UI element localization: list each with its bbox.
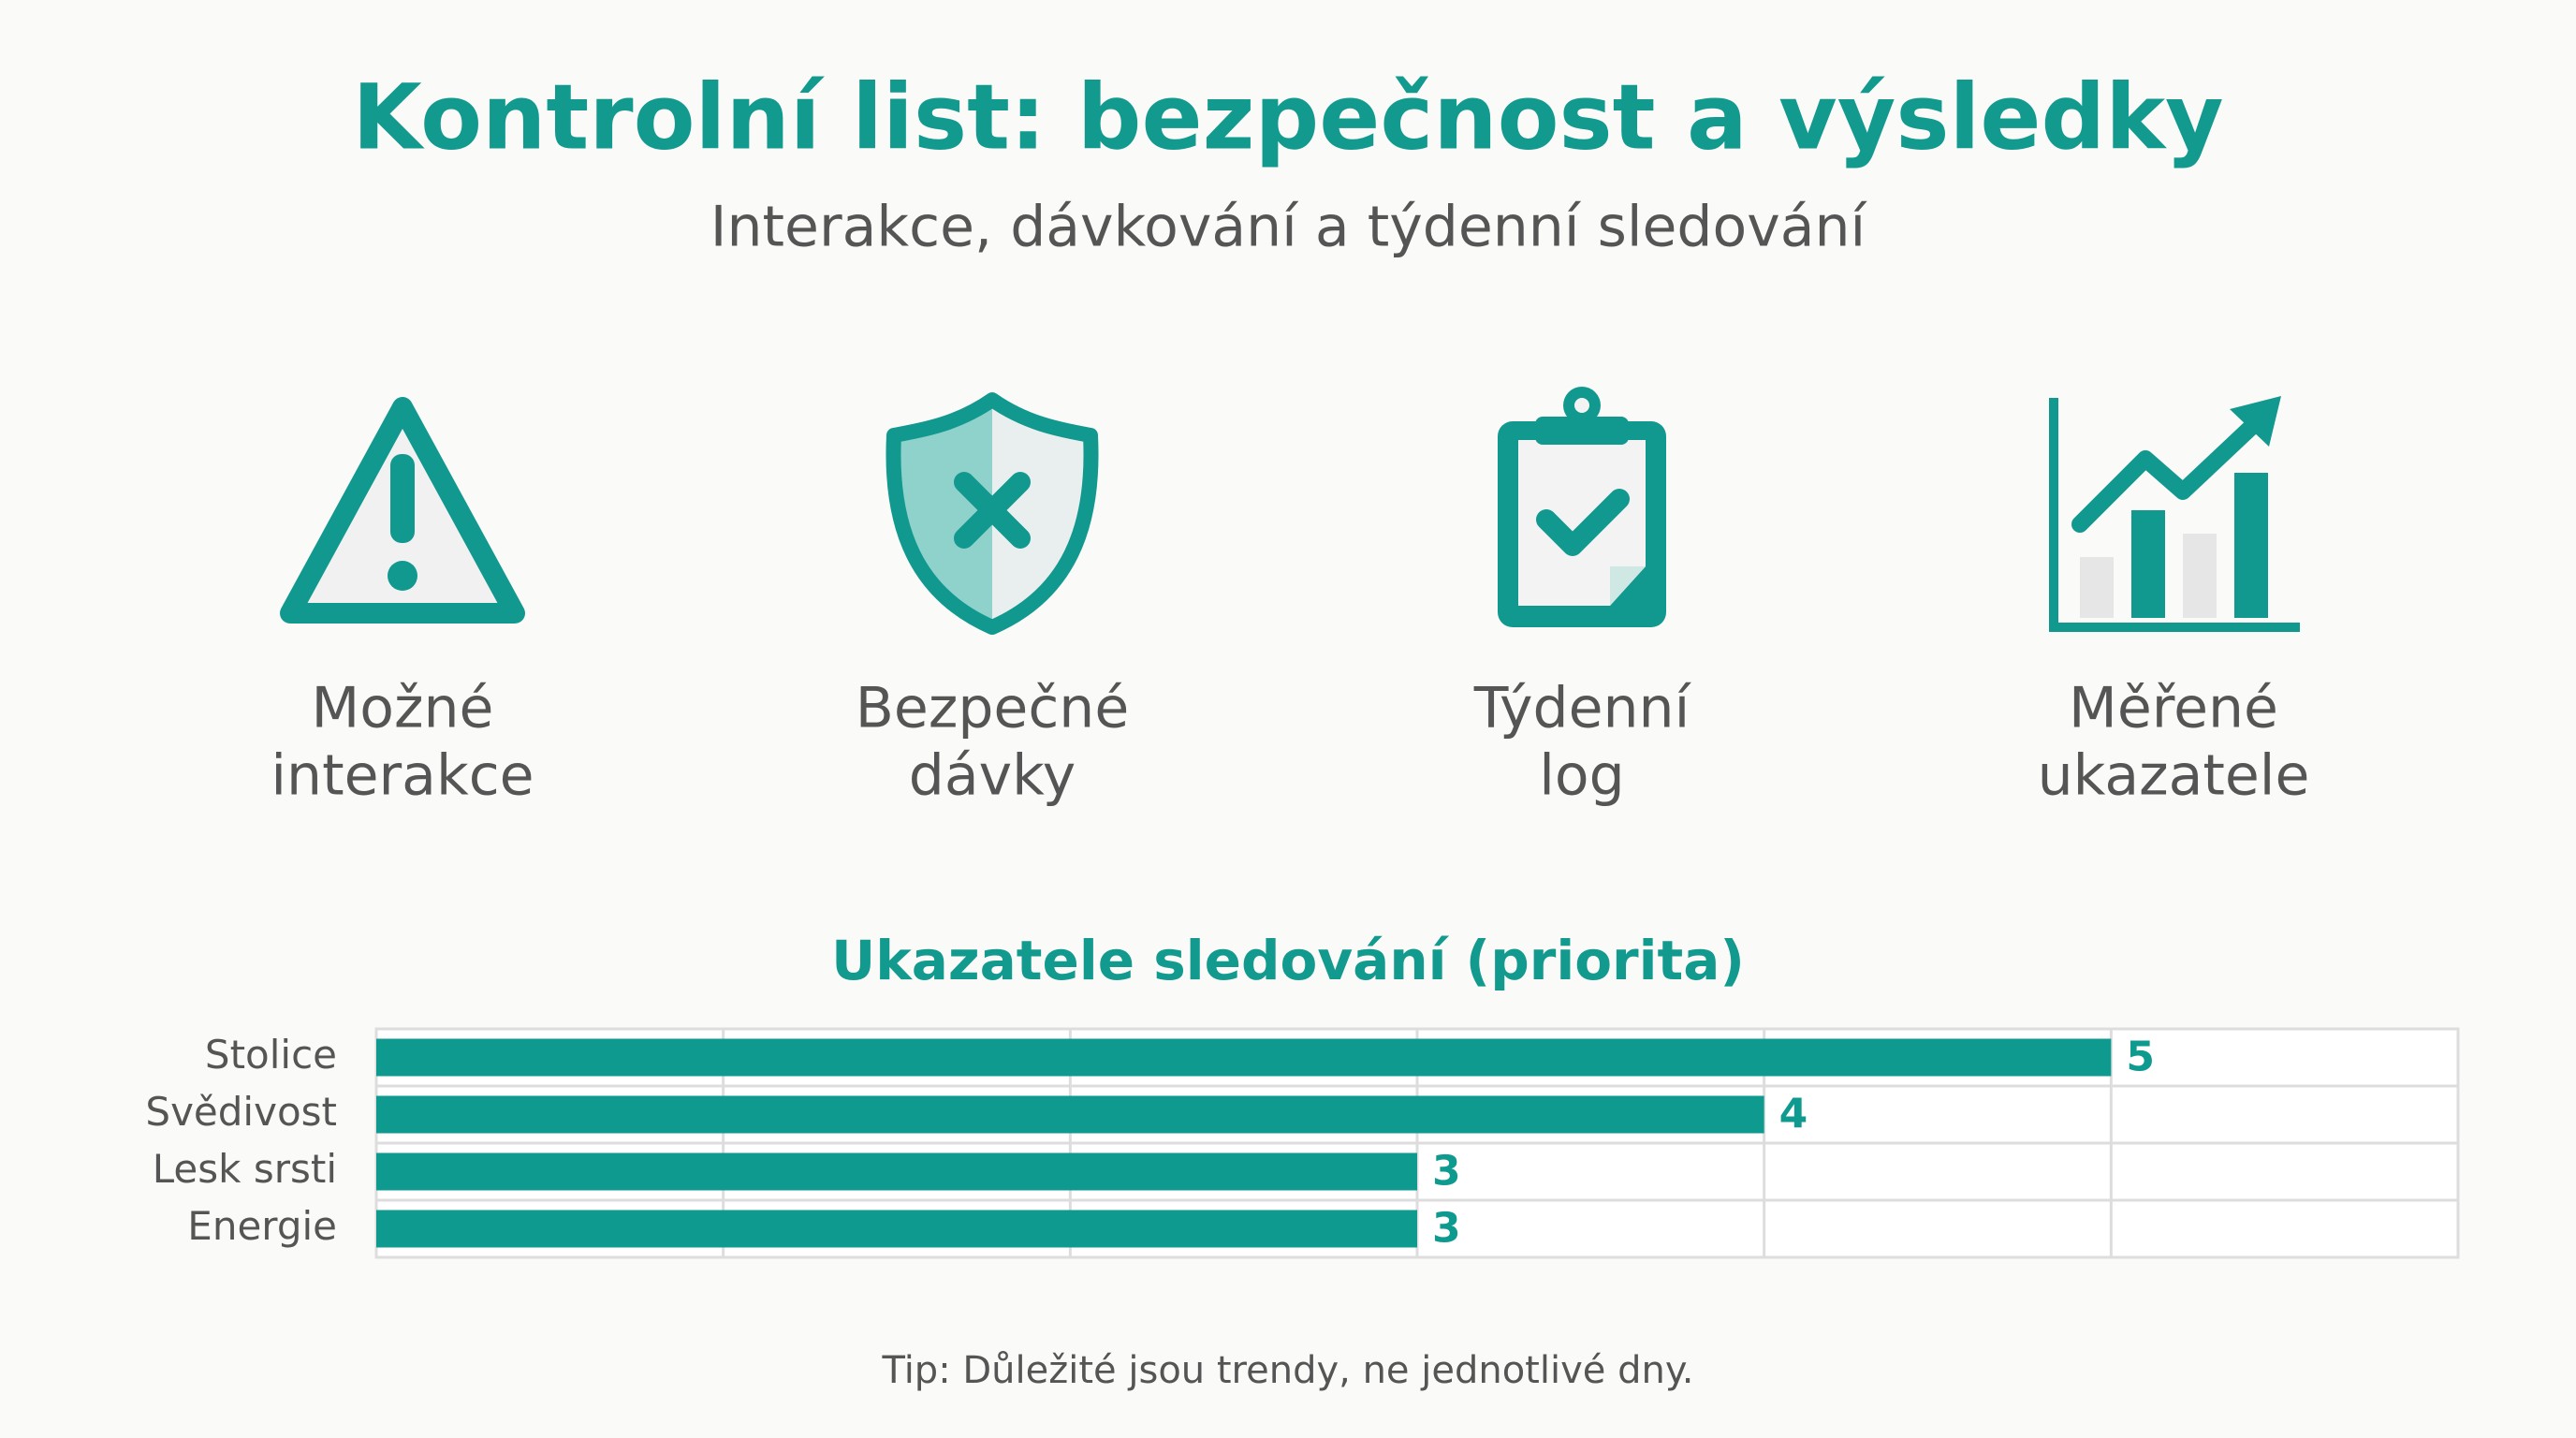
warning-icon — [280, 397, 525, 624]
feature-label: Měřené — [2069, 676, 2278, 741]
feature-label: Týdenní — [1473, 676, 1692, 741]
title: Kontrolní list: bezpečnost a výsledky — [352, 65, 2223, 169]
feature-label: Možné — [312, 676, 494, 741]
category-label: Lesk srsti — [153, 1146, 337, 1192]
feature-label: dávky — [909, 743, 1076, 809]
shield-icon — [886, 392, 1099, 635]
growth-chart-icon — [2049, 396, 2300, 632]
category-label: Svědivost — [145, 1089, 337, 1135]
feature-label: Bezpečné — [856, 676, 1130, 741]
feature-label: ukazatele — [2038, 743, 2310, 809]
bar — [376, 1210, 1417, 1248]
value-label: 3 — [1432, 1205, 1461, 1253]
feature-label: log — [1539, 743, 1624, 809]
value-label: 5 — [2126, 1034, 2155, 1081]
subtitle: Interakce, dávkování a týdenní sledování — [710, 195, 1868, 260]
bar — [376, 1152, 1417, 1191]
tip: Tip: Důležité jsou trendy, ne jednotlivé… — [881, 1349, 1693, 1392]
value-label: 4 — [1779, 1091, 1808, 1138]
bar — [376, 1038, 2112, 1077]
feature-label: interakce — [271, 743, 534, 809]
value-label: 3 — [1432, 1148, 1461, 1196]
clipboard-icon — [1498, 387, 1666, 627]
category-label: Energie — [187, 1203, 337, 1249]
category-label: Stolice — [205, 1032, 337, 1078]
bar — [376, 1095, 1764, 1134]
chart-title: Ukazatele sledování (priorita) — [831, 929, 1745, 992]
